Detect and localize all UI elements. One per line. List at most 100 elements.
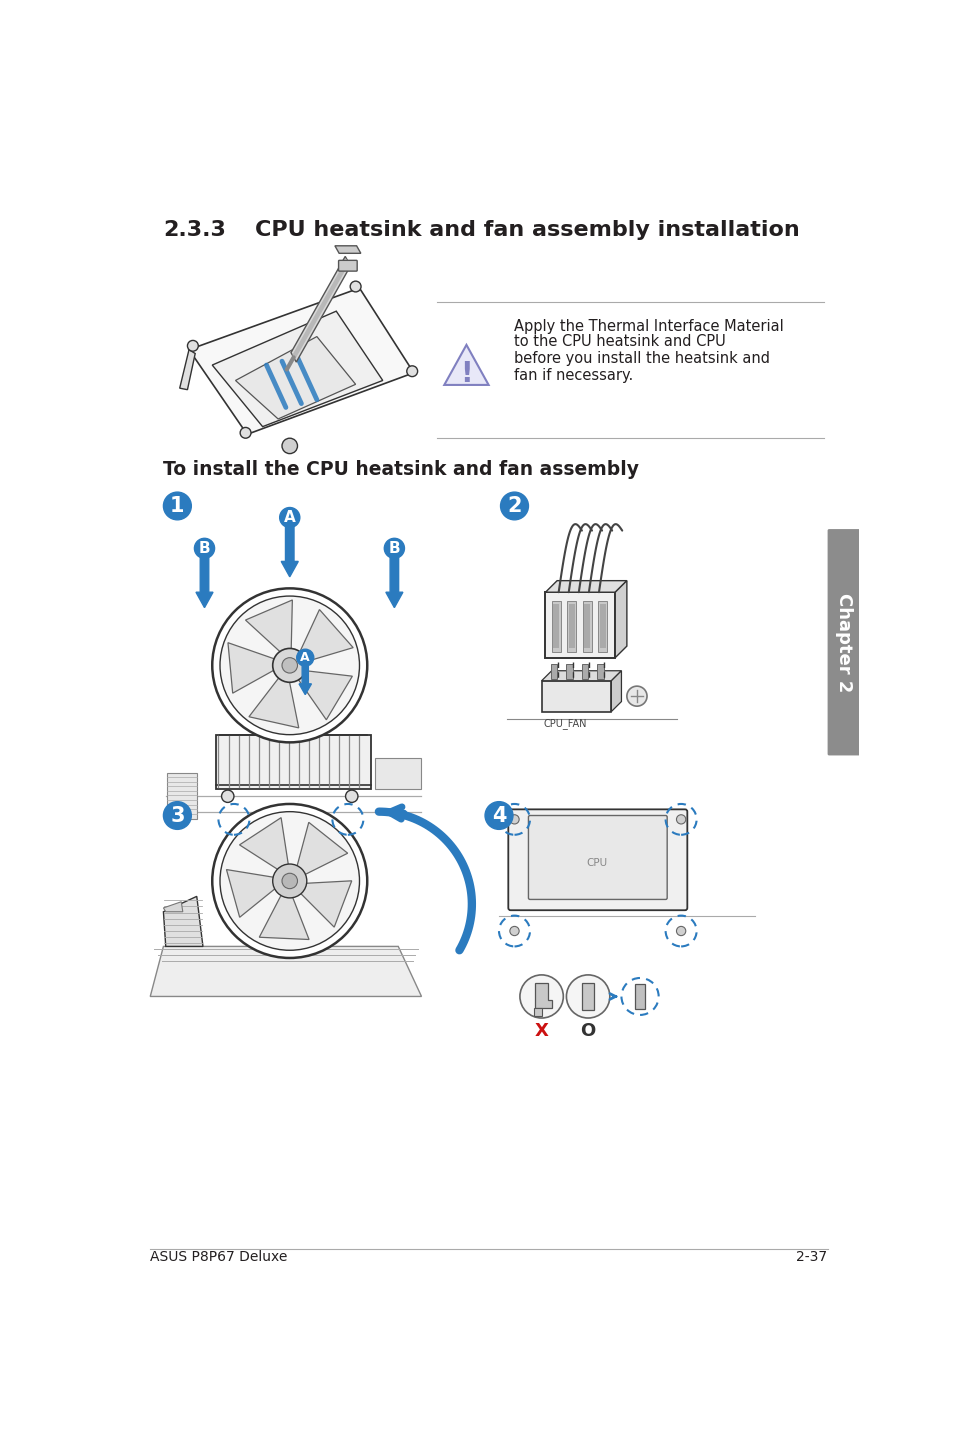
Circle shape <box>509 926 518 936</box>
Bar <box>582 601 592 651</box>
Polygon shape <box>375 758 421 788</box>
Polygon shape <box>228 643 281 693</box>
Polygon shape <box>226 870 280 917</box>
FancyArrow shape <box>195 558 213 608</box>
Polygon shape <box>167 774 196 820</box>
Polygon shape <box>545 581 626 592</box>
Text: To install the CPU heatsink and fan assembly: To install the CPU heatsink and fan asse… <box>163 460 639 479</box>
Text: 2: 2 <box>507 496 521 516</box>
Polygon shape <box>335 246 360 253</box>
Circle shape <box>194 538 214 558</box>
Bar <box>583 604 590 649</box>
Bar <box>567 601 576 651</box>
Circle shape <box>282 873 297 889</box>
Polygon shape <box>163 902 183 912</box>
FancyBboxPatch shape <box>827 529 860 755</box>
Text: CPU: CPU <box>586 858 607 869</box>
Circle shape <box>676 926 685 936</box>
Polygon shape <box>541 670 620 680</box>
Circle shape <box>566 975 609 1018</box>
Text: 4: 4 <box>491 805 506 825</box>
Polygon shape <box>295 881 352 928</box>
Circle shape <box>273 864 307 897</box>
Polygon shape <box>245 600 292 656</box>
Polygon shape <box>545 592 615 657</box>
Polygon shape <box>150 946 421 997</box>
Text: 1: 1 <box>170 496 185 516</box>
Text: X: X <box>534 1022 548 1040</box>
Polygon shape <box>291 256 350 362</box>
Polygon shape <box>292 259 349 360</box>
Bar <box>599 604 605 649</box>
Polygon shape <box>444 345 488 385</box>
Circle shape <box>220 597 359 735</box>
FancyBboxPatch shape <box>338 260 356 272</box>
Circle shape <box>406 365 417 377</box>
Text: A: A <box>284 510 295 525</box>
Circle shape <box>350 282 360 292</box>
Polygon shape <box>163 896 203 946</box>
Polygon shape <box>212 311 382 427</box>
FancyBboxPatch shape <box>508 810 686 910</box>
Text: 3: 3 <box>170 805 185 825</box>
Circle shape <box>212 588 367 742</box>
Bar <box>550 664 557 679</box>
Text: 2.3.3: 2.3.3 <box>163 220 226 240</box>
Text: 2-37: 2-37 <box>796 1250 827 1264</box>
Polygon shape <box>615 581 626 657</box>
Bar <box>598 601 607 651</box>
Circle shape <box>282 439 297 453</box>
Text: B: B <box>388 541 399 557</box>
Circle shape <box>282 657 297 673</box>
Polygon shape <box>235 336 355 418</box>
Polygon shape <box>611 670 620 712</box>
Circle shape <box>273 649 307 682</box>
Polygon shape <box>297 610 353 664</box>
Text: Apply the Thermal Interface Material: Apply the Thermal Interface Material <box>514 319 783 334</box>
Bar <box>597 664 603 679</box>
Circle shape <box>345 789 357 802</box>
Circle shape <box>500 492 528 519</box>
Bar <box>581 664 587 679</box>
Text: Chapter 2: Chapter 2 <box>834 592 852 692</box>
FancyArrow shape <box>298 666 311 695</box>
Polygon shape <box>535 982 552 1008</box>
Polygon shape <box>295 823 347 877</box>
Circle shape <box>484 801 513 830</box>
Circle shape <box>519 975 562 1018</box>
Bar <box>568 604 575 649</box>
Circle shape <box>509 815 518 824</box>
Polygon shape <box>294 670 352 720</box>
Text: before you install the heatsink and: before you install the heatsink and <box>514 351 770 367</box>
Polygon shape <box>179 349 195 390</box>
Text: B: B <box>198 541 210 557</box>
Circle shape <box>187 341 198 351</box>
Circle shape <box>240 427 251 439</box>
Circle shape <box>384 538 404 558</box>
Text: !: ! <box>459 360 473 387</box>
Polygon shape <box>216 735 371 788</box>
Circle shape <box>221 789 233 802</box>
Bar <box>551 601 560 651</box>
FancyArrow shape <box>385 558 402 608</box>
Text: CPU_FAN: CPU_FAN <box>543 718 587 729</box>
Polygon shape <box>249 672 298 728</box>
Text: O: O <box>579 1022 595 1040</box>
FancyArrow shape <box>281 526 298 577</box>
Circle shape <box>163 492 192 519</box>
Polygon shape <box>189 288 414 434</box>
Circle shape <box>296 649 314 666</box>
Text: to the CPU heatsink and CPU: to the CPU heatsink and CPU <box>514 334 725 349</box>
Polygon shape <box>634 984 645 1009</box>
Polygon shape <box>581 982 594 1011</box>
Bar <box>553 604 558 649</box>
Circle shape <box>212 804 367 958</box>
Polygon shape <box>259 889 309 939</box>
Circle shape <box>626 686 646 706</box>
Text: ASUS P8P67 Deluxe: ASUS P8P67 Deluxe <box>150 1250 287 1264</box>
FancyBboxPatch shape <box>528 815 666 899</box>
Circle shape <box>676 815 685 824</box>
Circle shape <box>220 811 359 951</box>
Circle shape <box>163 801 192 830</box>
Text: fan if necessary.: fan if necessary. <box>514 368 633 383</box>
